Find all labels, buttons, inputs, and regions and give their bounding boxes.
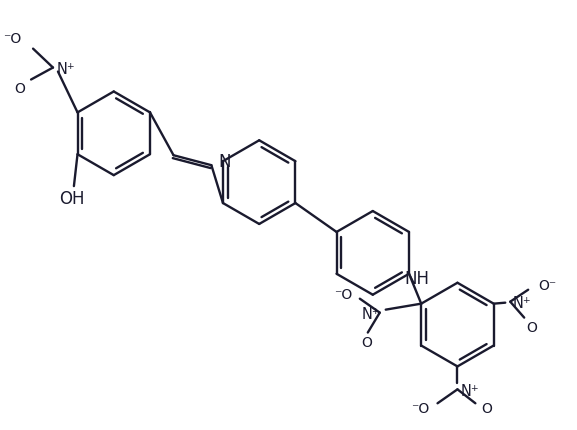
Text: N⁺: N⁺ (460, 384, 479, 399)
Text: O: O (481, 402, 492, 416)
Text: ⁻O: ⁻O (334, 288, 352, 302)
Text: ⁻O: ⁻O (411, 402, 429, 416)
Text: N⁺: N⁺ (512, 296, 531, 311)
Text: N⁺: N⁺ (362, 307, 381, 322)
Text: OH: OH (59, 190, 85, 208)
Text: NH: NH (404, 270, 430, 288)
Text: N: N (218, 153, 231, 171)
Text: ⁻O: ⁻O (3, 32, 21, 46)
Text: O⁻: O⁻ (538, 279, 556, 293)
Text: N⁺: N⁺ (57, 62, 76, 77)
Text: O: O (526, 321, 537, 335)
Text: O: O (361, 335, 372, 350)
Text: O: O (14, 83, 25, 96)
